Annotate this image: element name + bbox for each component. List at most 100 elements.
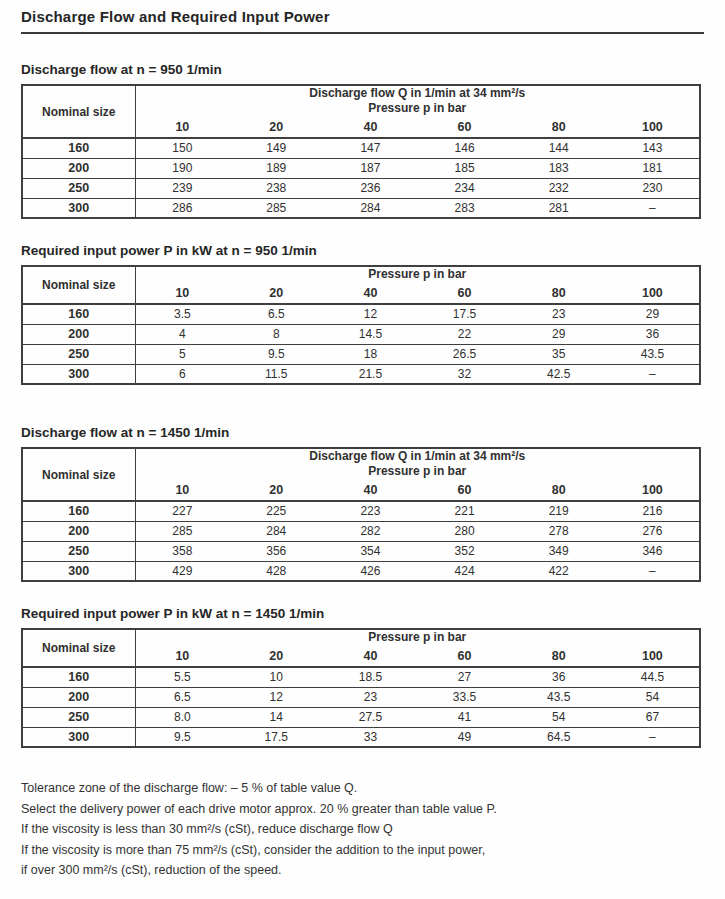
pressure-col-header: 40 bbox=[323, 479, 417, 501]
value-cell: 42.5 bbox=[512, 364, 606, 384]
nominal-size-cell: 300 bbox=[22, 727, 135, 747]
value-cell: 223 bbox=[323, 501, 417, 521]
flow-unit-header: Discharge flow Q in 1/min at 34 mm²/s bbox=[136, 86, 700, 101]
pressure-col-header: 80 bbox=[512, 645, 606, 667]
value-cell: 67 bbox=[606, 707, 700, 727]
value-cell: 216 bbox=[606, 501, 700, 521]
value-cell: 282 bbox=[323, 521, 417, 541]
nominal-size-cell: 300 bbox=[22, 561, 135, 581]
value-cell: 238 bbox=[229, 178, 323, 198]
nominal-size-cell: 300 bbox=[22, 198, 135, 218]
value-cell: – bbox=[606, 364, 700, 384]
value-cell: 6.5 bbox=[229, 304, 323, 324]
section-heading-power-1450: Required input power P in kW at n = 1450… bbox=[21, 606, 704, 621]
table-span-header: Discharge flow Q in 1/min at 34 mm²/s Pr… bbox=[135, 85, 700, 116]
pressure-unit-header: Pressure p in bar bbox=[136, 267, 700, 282]
pressure-col-header: 10 bbox=[135, 282, 229, 304]
value-cell: 5 bbox=[135, 344, 229, 364]
value-cell: 17.5 bbox=[417, 304, 511, 324]
value-cell: 232 bbox=[512, 178, 606, 198]
value-cell: 426 bbox=[323, 561, 417, 581]
value-cell: 234 bbox=[417, 178, 511, 198]
value-cell: 23 bbox=[512, 304, 606, 324]
value-cell: 6 bbox=[135, 364, 229, 384]
pressure-col-header: 20 bbox=[229, 479, 323, 501]
nominal-size-header: Nominal size bbox=[22, 85, 135, 138]
value-cell: 225 bbox=[229, 501, 323, 521]
page-title: Discharge Flow and Required Input Power bbox=[21, 8, 704, 25]
nominal-size-cell: 300 bbox=[22, 364, 135, 384]
table-row: 200 285 284 282 280 278 276 bbox=[22, 521, 700, 541]
table-row: 300 286 285 284 283 281 – bbox=[22, 198, 700, 218]
value-cell: 43.5 bbox=[606, 344, 700, 364]
note-viscosity-over300: if over 300 mm²/s (cSt), reduction of th… bbox=[21, 860, 704, 881]
pressure-col-header: 40 bbox=[323, 116, 417, 138]
value-cell: 6.5 bbox=[135, 687, 229, 707]
value-cell: 428 bbox=[229, 561, 323, 581]
pressure-col-header: 80 bbox=[512, 116, 606, 138]
value-cell: 33 bbox=[323, 727, 417, 747]
table-span-header: Pressure p in bar bbox=[135, 629, 700, 645]
section-power-1450: Required input power P in kW at n = 1450… bbox=[21, 606, 704, 748]
pressure-col-header: 100 bbox=[606, 645, 700, 667]
value-cell: 429 bbox=[135, 561, 229, 581]
value-cell: 276 bbox=[606, 521, 700, 541]
value-cell: 54 bbox=[606, 687, 700, 707]
note-viscosity-high: If the viscosity is more than 75 mm²/s (… bbox=[21, 840, 704, 861]
value-cell: 356 bbox=[229, 541, 323, 561]
value-cell: 5.5 bbox=[135, 667, 229, 687]
value-cell: 285 bbox=[229, 198, 323, 218]
pressure-col-header: 10 bbox=[135, 645, 229, 667]
pressure-col-header: 60 bbox=[417, 645, 511, 667]
datasheet-page: Discharge Flow and Required Input Power … bbox=[0, 0, 725, 899]
value-cell: 14.5 bbox=[323, 324, 417, 344]
table-row: 250 239 238 236 234 232 230 bbox=[22, 178, 700, 198]
pressure-col-header: 40 bbox=[323, 282, 417, 304]
pressure-col-header: 100 bbox=[606, 282, 700, 304]
value-cell: 23 bbox=[323, 687, 417, 707]
pressure-col-header: 60 bbox=[417, 479, 511, 501]
pressure-col-header: 80 bbox=[512, 282, 606, 304]
pressure-unit-header: Pressure p in bar bbox=[136, 464, 700, 479]
title-divider bbox=[21, 32, 704, 34]
pressure-col-header: 20 bbox=[229, 645, 323, 667]
nominal-size-cell: 200 bbox=[22, 324, 135, 344]
value-cell: 12 bbox=[229, 687, 323, 707]
value-cell: 349 bbox=[512, 541, 606, 561]
value-cell: 9.5 bbox=[135, 727, 229, 747]
nominal-size-header: Nominal size bbox=[22, 266, 135, 304]
value-cell: 278 bbox=[512, 521, 606, 541]
value-cell: 3.5 bbox=[135, 304, 229, 324]
table-span-header: Pressure p in bar bbox=[135, 266, 700, 282]
table-row: 300 6 11.5 21.5 32 42.5 – bbox=[22, 364, 700, 384]
nominal-size-cell: 200 bbox=[22, 687, 135, 707]
table-row: 200 6.5 12 23 33.5 43.5 54 bbox=[22, 687, 700, 707]
pressure-col-header: 20 bbox=[229, 282, 323, 304]
value-cell: 10 bbox=[229, 667, 323, 687]
value-cell: 185 bbox=[417, 158, 511, 178]
nominal-size-cell: 250 bbox=[22, 178, 135, 198]
value-cell: 190 bbox=[135, 158, 229, 178]
value-cell: 44.5 bbox=[606, 667, 700, 687]
value-cell: 144 bbox=[512, 138, 606, 158]
value-cell: 64.5 bbox=[512, 727, 606, 747]
value-cell: 239 bbox=[135, 178, 229, 198]
value-cell: 280 bbox=[417, 521, 511, 541]
value-cell: 12 bbox=[323, 304, 417, 324]
value-cell: 283 bbox=[417, 198, 511, 218]
value-cell: 43.5 bbox=[512, 687, 606, 707]
pressure-col-header: 40 bbox=[323, 645, 417, 667]
pressure-unit-header: Pressure p in bar bbox=[136, 101, 700, 116]
value-cell: – bbox=[606, 561, 700, 581]
value-cell: 18.5 bbox=[323, 667, 417, 687]
value-cell: – bbox=[606, 198, 700, 218]
section-flow-950: Discharge flow at n = 950 1/min Nominal … bbox=[21, 62, 704, 219]
value-cell: 41 bbox=[417, 707, 511, 727]
table-row: 160 227 225 223 221 219 216 bbox=[22, 501, 700, 521]
nominal-size-cell: 160 bbox=[22, 138, 135, 158]
value-cell: 149 bbox=[229, 138, 323, 158]
value-cell: 33.5 bbox=[417, 687, 511, 707]
flow-unit-header: Discharge flow Q in 1/min at 34 mm²/s bbox=[136, 449, 700, 464]
value-cell: 36 bbox=[512, 667, 606, 687]
value-cell: 285 bbox=[135, 521, 229, 541]
